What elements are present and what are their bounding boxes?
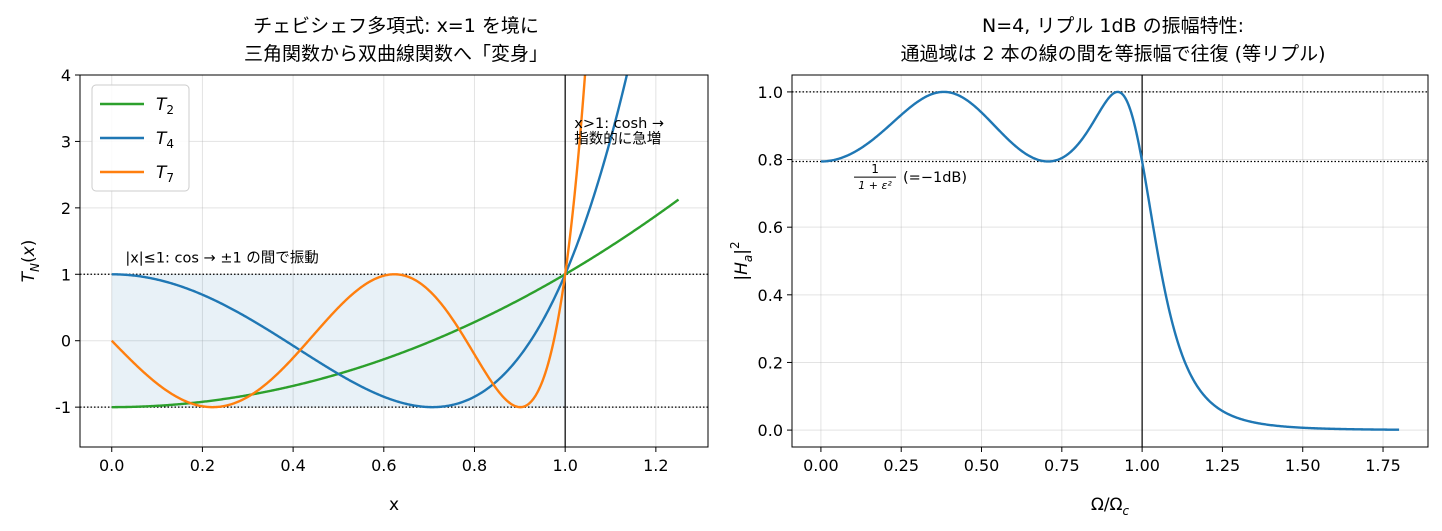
chart1-annotation-fraction-numerator: 1 xyxy=(871,162,879,176)
chart1-y-tick-label: 0.6 xyxy=(758,218,783,237)
chart0-x-tick-label: 0.0 xyxy=(99,456,124,475)
chart0-x-tick-label: 0.6 xyxy=(371,456,396,475)
chart1-x-tick-label: 0.75 xyxy=(1044,456,1080,475)
chart1-series-lines xyxy=(820,90,1400,431)
chart0-x-tick-label: 1.2 xyxy=(643,456,668,475)
chart0-y-tick-label: -1 xyxy=(55,398,71,417)
chart0-y-tick-label: 4 xyxy=(61,66,71,85)
chart0-x-ticks: 0.0 0.2 0.4 0.6 0.8 1.0 1.2 xyxy=(99,447,669,475)
chart1-annotation-text: (=−1dB) xyxy=(903,170,967,186)
chart1-annotation-ripple: 1 1 + ε² (=−1dB) xyxy=(854,162,967,192)
legend-entry-t2: T2 xyxy=(100,95,174,117)
chart0-annotation-oscillation: |x|≤1: cos → ±1 の間で振動 xyxy=(125,249,318,266)
chebyshev-chart: チェビシェフ多項式: x=1 を境に 三角関数から双曲線関数へ「変身」 0.0 0… xyxy=(19,15,709,515)
chart1-reference-lines xyxy=(792,75,1428,447)
series-line-t7 xyxy=(110,75,587,409)
chart1-y-tick-label: 0.0 xyxy=(758,421,783,440)
series-line-t4 xyxy=(111,75,629,409)
chart1-x-tick-label: 1.25 xyxy=(1205,456,1241,475)
series-line-t2 xyxy=(111,198,680,409)
chart1-x-tick-label: 1.00 xyxy=(1124,456,1160,475)
chart0-x-tick-label: 1.0 xyxy=(552,456,577,475)
chart1-x-axis-label: Ω/Ωc xyxy=(1091,495,1130,518)
filter-response-chart: N=4, リプル 1dB の振幅特性: 通過域は 2 本の線の間を等振幅で往復 … xyxy=(728,15,1429,518)
chart1-y-tick-label: 0.4 xyxy=(758,286,783,305)
chart0-x-tick-label: 0.4 xyxy=(280,456,305,475)
legend-label-t2: T2 xyxy=(156,95,174,117)
legend-entry-t7: T7 xyxy=(100,163,174,185)
chart0-x-axis-label: x xyxy=(389,495,399,515)
chart0-y-tick-label: 3 xyxy=(61,132,71,151)
series-line-magnitude xyxy=(820,90,1400,431)
chart1-grid xyxy=(792,75,1428,447)
chart0-y-tick-label: 1 xyxy=(61,265,71,284)
chart1-x-ticks: 0.00 0.25 0.50 0.75 1.00 1.25 1.50 1.75 xyxy=(803,447,1401,475)
legend-label-t4: T4 xyxy=(156,129,174,151)
chart0-annotations: |x|≤1: cos → ±1 の間で振動 x>1: cosh → 指数的に急増 xyxy=(125,116,664,266)
chart1-title-line2: 通過域は 2 本の線の間を等振幅で往復 (等リプル) xyxy=(900,43,1325,65)
legend-label-t7: T7 xyxy=(156,163,174,185)
chart1-plot-frame xyxy=(791,74,1429,448)
chart1-x-tick-label: 0.50 xyxy=(964,456,1000,475)
chart1-x-tick-label: 0.00 xyxy=(803,456,839,475)
chart1-title-line1: N=4, リプル 1dB の振幅特性: xyxy=(982,15,1244,37)
chart1-y-tick-label: 0.8 xyxy=(758,151,783,170)
chart0-title-line2: 三角関数から双曲線関数へ「変身」 xyxy=(244,43,548,65)
chart0-annotation-cosh: x>1: cosh → xyxy=(574,116,664,132)
chart1-y-axis-label: |Ha|2 xyxy=(728,241,755,280)
chart1-x-tick-label: 0.25 xyxy=(883,456,919,475)
chart1-y-ticks: 0.0 0.2 0.4 0.6 0.8 1.0 xyxy=(758,83,792,440)
chart0-y-axis-label: TN(x) xyxy=(19,240,42,283)
chart1-annotation-fraction-denominator: 1 + ε² xyxy=(858,179,892,192)
chart1-y-tick-label: 1.0 xyxy=(758,83,783,102)
chart0-x-tick-label: 0.2 xyxy=(190,456,215,475)
chart1-x-tick-label: 1.50 xyxy=(1285,456,1321,475)
chart1-y-tick-label: 0.2 xyxy=(758,353,783,372)
chart0-legend: T2 T4 T7 xyxy=(91,84,190,192)
chart0-x-tick-label: 0.8 xyxy=(462,456,487,475)
chart0-plot-frame xyxy=(79,74,709,448)
chart1-x-tick-label: 1.75 xyxy=(1365,456,1401,475)
chart0-title-line1: チェビシェフ多項式: x=1 を境に xyxy=(253,15,539,37)
legend-entry-t4: T4 xyxy=(100,129,174,151)
chart0-annotation-growth: 指数的に急増 xyxy=(574,130,661,147)
chart0-y-tick-label: 0 xyxy=(61,332,71,351)
chart0-series-lines xyxy=(110,75,680,409)
chart0-reference-lines xyxy=(80,75,708,447)
chart0-y-tick-label: 2 xyxy=(61,199,71,218)
chart0-oscillation-region xyxy=(111,274,566,408)
chart0-y-ticks: -1 0 1 2 3 4 xyxy=(55,66,80,417)
